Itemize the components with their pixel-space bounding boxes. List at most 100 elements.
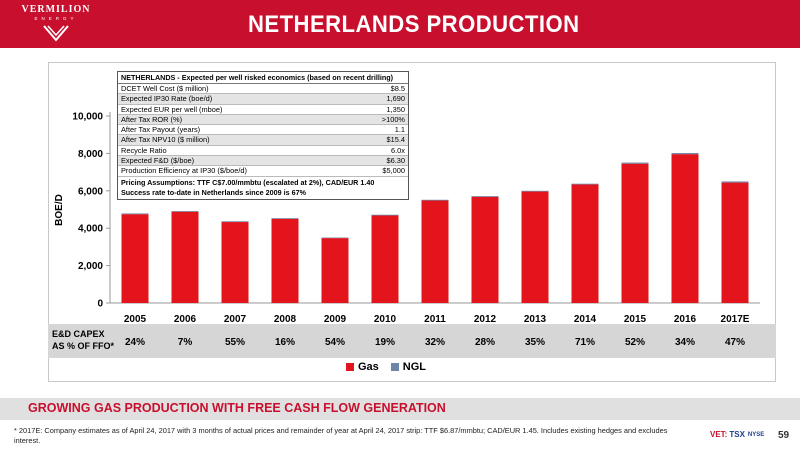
bar-gas: [521, 191, 549, 303]
capex-value: 16%: [275, 337, 295, 348]
table-row-label: Production Efficiency at IP30 ($/boe/d): [121, 166, 247, 176]
x-tick-label: 2010: [374, 314, 397, 325]
x-tick-label: 2016: [674, 314, 697, 325]
bar-gas: [671, 154, 699, 303]
bar-ngl: [271, 218, 299, 219]
table-row: After Tax ROR (%) >100%: [118, 114, 408, 126]
bar-gas: [571, 184, 599, 303]
x-tick-label: 2015: [624, 314, 647, 325]
table-row-label: After Tax ROR (%): [121, 114, 183, 124]
x-tick-label: 2017E: [721, 314, 750, 325]
capex-value: 71%: [575, 337, 595, 348]
capex-value: 19%: [375, 337, 395, 348]
legend-swatch-gas: [346, 363, 354, 371]
bar-gas: [421, 200, 449, 303]
capex-value: 34%: [675, 337, 695, 348]
capex-label-line2: AS % OF FFO*: [52, 341, 115, 351]
table-row-label: Recycle Ratio: [121, 145, 167, 155]
header-band: [112, 0, 800, 48]
table-row-value: 1,690: [386, 94, 406, 104]
table-row: Expected F&D ($/boe) $6.30: [118, 156, 408, 167]
bar-ngl: [721, 181, 749, 183]
capex-label: E&D CAPEX AS % OF FFO*: [52, 328, 114, 352]
success-rate: Success rate to-date in Netherlands sinc…: [121, 187, 306, 197]
capex-value: 35%: [525, 337, 545, 348]
capex-value: 55%: [225, 337, 245, 348]
bar-ngl: [321, 237, 349, 239]
footnote: * 2017E: Company estimates as of April 2…: [14, 426, 668, 445]
economics-table: NETHERLANDS - Expected per well risked e…: [117, 71, 409, 200]
bar-gas: [721, 182, 749, 303]
table-row-value: 1,350: [386, 104, 406, 114]
table-row: DCET Well Cost ($ million) $8.5: [118, 84, 408, 95]
capex-band: [48, 324, 776, 358]
brand-name: VERMILION: [21, 4, 91, 15]
y-axis-label: BOE/D: [54, 194, 65, 226]
table-row-label: Expected IP30 Rate (boe/d): [121, 94, 213, 104]
legend-item-ngl: NGL: [390, 361, 427, 373]
bar-ngl: [471, 196, 499, 197]
bar-gas: [371, 215, 399, 303]
table-row-value: >100%: [381, 114, 405, 124]
logo-chevron-icon: [43, 25, 69, 42]
legend-item-gas: Gas: [346, 361, 379, 373]
x-tick-label: 2007: [224, 314, 247, 325]
x-tick-label: 2005: [124, 314, 147, 325]
legend-swatch-ngl: [390, 363, 399, 371]
bar-gas: [121, 214, 149, 303]
table-row-label: Expected F&D ($/boe): [121, 156, 195, 166]
table-row-label: Expected EUR per well (mboe): [121, 104, 223, 114]
bar-ngl: [421, 199, 449, 201]
table-row: Production Efficiency at IP30 ($/boe/d) $…: [118, 166, 408, 177]
table-row-value: $5,000: [382, 166, 405, 176]
bar-gas: [471, 196, 499, 303]
table-row: Expected EUR per well (mboe) 1,350: [118, 105, 408, 115]
legend-label-gas: Gas: [358, 361, 379, 373]
capex-value: 24%: [125, 337, 145, 348]
x-tick-label: 2006: [174, 314, 197, 325]
bar-gas: [321, 238, 349, 303]
table-row-value: $8.5: [390, 84, 405, 93]
bar-ngl: [571, 183, 599, 185]
y-tick-label: 4,000: [78, 224, 103, 235]
bar-gas: [621, 163, 649, 303]
table-footer: Pricing Assumptions: TTF C$7.00/mmbtu (e…: [118, 177, 408, 199]
table-row: Expected IP30 Rate (boe/d) 1,690: [118, 94, 408, 105]
capex-value: 7%: [178, 337, 193, 348]
bar-ngl: [371, 214, 399, 216]
y-tick-label: 6,000: [78, 186, 103, 197]
bar-ngl: [171, 210, 199, 212]
page-number: 59: [778, 430, 790, 441]
y-tick-label: 10,000: [72, 112, 103, 123]
capex-value: 52%: [625, 337, 645, 348]
capex-value: 28%: [475, 337, 495, 348]
chart-legend: Gas NGL: [346, 361, 438, 373]
table-row-label: After Tax Payout (years): [121, 125, 201, 135]
brand-sub: ENERGY: [34, 16, 78, 21]
table-rows: DCET Well Cost ($ million) $8.5 Expected I…: [118, 84, 408, 177]
x-tick-label: 2009: [324, 314, 347, 325]
ticker-nyse: NYSE: [747, 431, 765, 438]
bar-gas: [271, 218, 299, 303]
bar-ngl: [221, 221, 249, 223]
ticker-tsx: TSX: [729, 430, 745, 439]
capex-value: 47%: [725, 337, 745, 348]
bar-gas: [221, 222, 249, 303]
page-title: NETHERLANDS PRODUCTION: [248, 11, 580, 38]
table-row: After Tax NPV10 ($ million) $15.4: [118, 135, 408, 146]
bar-ngl: [621, 162, 649, 164]
capex-label-line1: E&D CAPEX: [52, 329, 105, 339]
pricing-assumptions: Pricing Assumptions: TTF C$7.00/mmbtu (e…: [121, 177, 375, 187]
table-row-value: $6.30: [386, 156, 406, 166]
legend-label-ngl: NGL: [402, 361, 427, 373]
ticker-vet: VET:: [710, 430, 728, 439]
y-tick-label: 8,000: [78, 149, 103, 160]
bar-ngl: [671, 153, 699, 155]
capex-value: 32%: [425, 337, 445, 348]
table-row-value: $15.4: [386, 135, 406, 145]
table-row-value: 6.0x: [391, 145, 405, 155]
bottom-banner: [0, 398, 800, 420]
ticker: VET: TSX NYSE: [710, 430, 764, 439]
capex-value: 54%: [325, 337, 345, 348]
